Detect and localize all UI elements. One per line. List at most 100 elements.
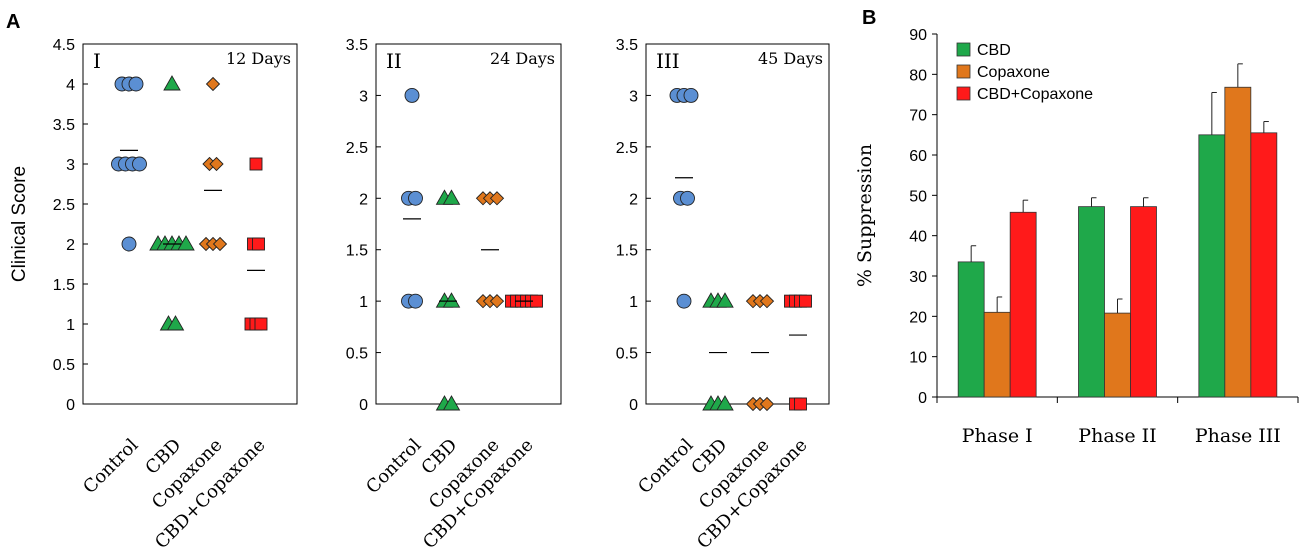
panel-roman-label: I	[93, 49, 101, 73]
y-tick-label: 1.5	[53, 277, 75, 294]
y-tick-label: 3.5	[53, 117, 75, 134]
data-point	[683, 87, 699, 103]
bar	[983, 311, 1011, 398]
y-tick-label: 2	[629, 191, 638, 208]
y-tick-label: 4	[66, 77, 75, 94]
bar	[1130, 206, 1157, 398]
bar	[1224, 86, 1252, 398]
y-tick-label: 30	[909, 269, 927, 286]
data-point	[209, 156, 224, 172]
plot-frame	[645, 43, 830, 405]
panel-days-label: 24 Days	[490, 49, 555, 68]
y-tick-label: 1.5	[616, 243, 638, 260]
y-tick-label: 3	[359, 88, 368, 105]
y-axis-title: Clinical Score	[9, 166, 30, 282]
y-tick-label: 0	[918, 390, 927, 407]
data-point	[442, 292, 461, 308]
data-point	[121, 236, 137, 252]
y-tick-label: 90	[909, 27, 927, 44]
y-tick-label: 50	[909, 188, 927, 205]
data-point	[166, 315, 185, 331]
y-tick-label: 0.5	[616, 346, 638, 363]
data-point	[128, 76, 144, 92]
data-point	[442, 189, 461, 205]
y-tick-label: 3	[629, 88, 638, 105]
scatter-panel-12-days: 0 0.5 1 1.5 2 2.5 3 3.5 4 4.5 Clinical Score I 12 Da…	[9, 37, 298, 553]
bar	[1009, 211, 1037, 398]
bar-chart-suppression: 0 10 20 30 40 50 60 70 80 90 % Suppression Phase I P…	[854, 27, 1299, 447]
bar	[1198, 134, 1226, 398]
x-category-label: Phase I	[962, 425, 1033, 447]
y-axis-title: % Suppression	[854, 144, 876, 287]
panel-roman-label: II	[386, 49, 402, 73]
x-category-label: Phase III	[1195, 425, 1281, 447]
data-point	[212, 236, 228, 252]
y-tick-label: 0.5	[53, 357, 75, 374]
x-category-label: Control	[79, 435, 143, 499]
panel-label-a: A	[6, 11, 20, 33]
data-point	[205, 76, 221, 92]
y-tick-label: 2	[66, 237, 75, 254]
data-point	[177, 235, 195, 251]
data-point	[759, 294, 775, 309]
data-point	[716, 292, 734, 308]
data-point	[132, 156, 147, 172]
data-point	[676, 293, 692, 309]
data-point	[759, 396, 775, 412]
y-tick-label: 2	[359, 191, 368, 208]
y-tick-label: 4.5	[53, 37, 75, 54]
y-tick-label: 3.5	[346, 37, 368, 54]
bar	[1104, 312, 1131, 398]
panel-days-label: 45 Days	[758, 49, 823, 68]
y-tick-label: 2.5	[346, 140, 368, 157]
data-point	[408, 293, 423, 309]
data-point	[442, 395, 461, 411]
data-point	[249, 157, 263, 171]
y-tick-label: 0	[66, 397, 75, 414]
panel-roman-label: III	[656, 49, 680, 73]
bar	[957, 261, 985, 398]
plot-frame	[82, 43, 298, 405]
x-category-label: Control	[362, 435, 426, 499]
data-point	[799, 294, 812, 308]
data-point	[794, 397, 807, 411]
y-tick-label: 40	[909, 229, 927, 246]
legend-label: CBD+Copaxone	[977, 86, 1093, 103]
y-tick-label: 0	[629, 397, 638, 414]
data-point	[404, 87, 420, 103]
y-tick-label: 1	[66, 317, 75, 334]
y-tick-label: 3.5	[616, 37, 638, 54]
legend-label: Copaxone	[977, 64, 1050, 81]
scatter-panel-24-days: 00.511.522.533.5II 24 DaysControlCBDCopax…	[346, 37, 562, 553]
data-point	[489, 191, 505, 206]
y-tick-label: 60	[909, 148, 927, 165]
y-tick-label: 80	[909, 67, 927, 84]
panel-days-label: 12 Days	[226, 49, 291, 68]
legend-swatch	[956, 64, 971, 79]
y-tick-label: 20	[909, 309, 927, 326]
panel-label-b: B	[862, 7, 876, 29]
bar	[1250, 132, 1278, 398]
y-tick-label: 1.5	[346, 243, 368, 260]
legend-swatch	[956, 86, 971, 101]
y-tick-label: 2.5	[53, 197, 75, 214]
y-tick-label: 0	[359, 397, 368, 414]
data-point	[408, 190, 423, 206]
x-category-label: Phase II	[1078, 425, 1156, 447]
y-tick-label: 0.5	[346, 346, 368, 363]
data-point	[680, 190, 695, 206]
data-point	[489, 294, 505, 309]
legend-label: CBD	[977, 42, 1011, 59]
y-tick-label: 1	[629, 294, 638, 311]
data-point	[252, 237, 265, 251]
x-category-label: Control	[634, 435, 698, 499]
plot-frame	[375, 43, 562, 405]
data-point	[716, 395, 734, 411]
y-tick-label: 3	[66, 157, 75, 174]
legend-swatch	[956, 42, 971, 57]
bar	[1078, 206, 1105, 398]
y-tick-label: 1	[359, 294, 368, 311]
data-point	[163, 75, 181, 91]
y-tick-label: 10	[909, 350, 927, 367]
